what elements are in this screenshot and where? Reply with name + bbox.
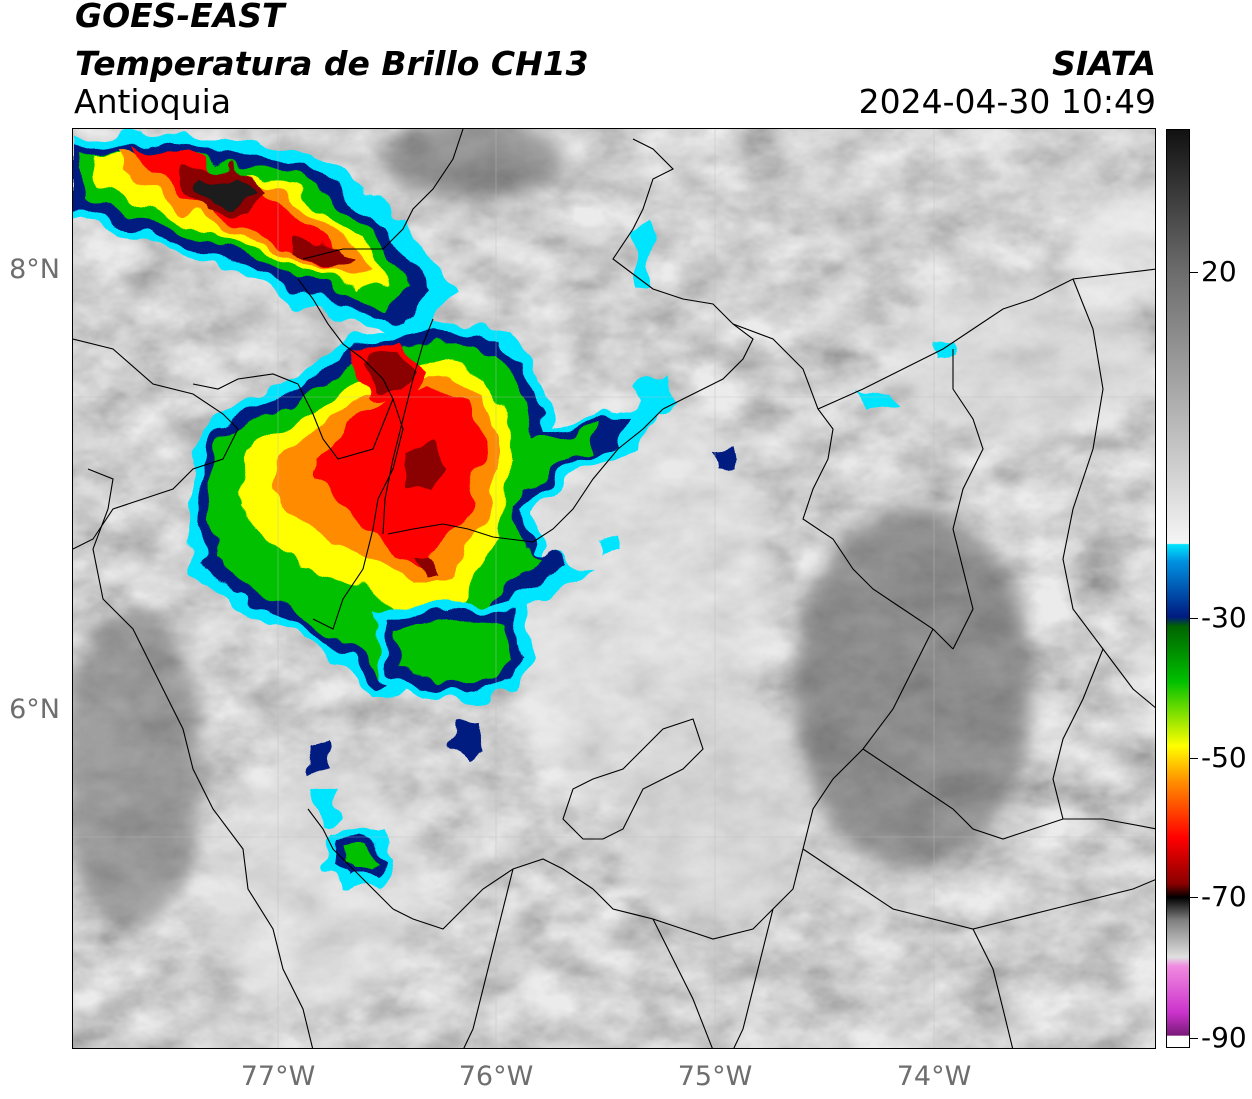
longitude-label-76w: 76°W: [458, 1061, 534, 1092]
colorbar-tick: [1190, 1038, 1198, 1039]
colorbar-label-minus50: -50: [1201, 741, 1247, 774]
latitude-label-6n: 6°N: [9, 694, 60, 725]
colorbar-tick: [1190, 618, 1198, 619]
satellite-map: [72, 128, 1156, 1049]
colorbar-label-20: 20: [1201, 255, 1237, 288]
longitude-label-74w: 74°W: [896, 1061, 972, 1092]
longitude-label-75w: 75°W: [677, 1061, 753, 1092]
satellite-title: GOES-EAST: [75, 0, 285, 35]
colorbar-tick: [1190, 758, 1198, 759]
colorbar-label-minus90: -90: [1201, 1021, 1247, 1054]
product-title: Temperatura de Brillo CH13: [75, 44, 589, 83]
datetime-label: 2024-04-30 10:49: [858, 82, 1156, 121]
organization-label: SIATA: [1052, 44, 1156, 83]
temperature-colorbar: [1166, 129, 1190, 1048]
colorbar-tick: [1190, 272, 1198, 273]
brightness-temperature-map: [73, 129, 1155, 1048]
longitude-label-77w: 77°W: [240, 1061, 316, 1092]
bright-cloud-regions: [73, 129, 1155, 1009]
latitude-label-8n: 8°N: [9, 254, 60, 285]
convective-storm-cells: [73, 129, 955, 889]
boundaries: [73, 129, 1155, 1048]
colorbar-label-minus30: -30: [1201, 601, 1247, 634]
graticule: [73, 129, 1155, 1048]
colorbar-label-minus70: -70: [1201, 880, 1247, 913]
region-label: Antioquia: [74, 82, 232, 121]
colorbar-tick: [1190, 897, 1198, 898]
